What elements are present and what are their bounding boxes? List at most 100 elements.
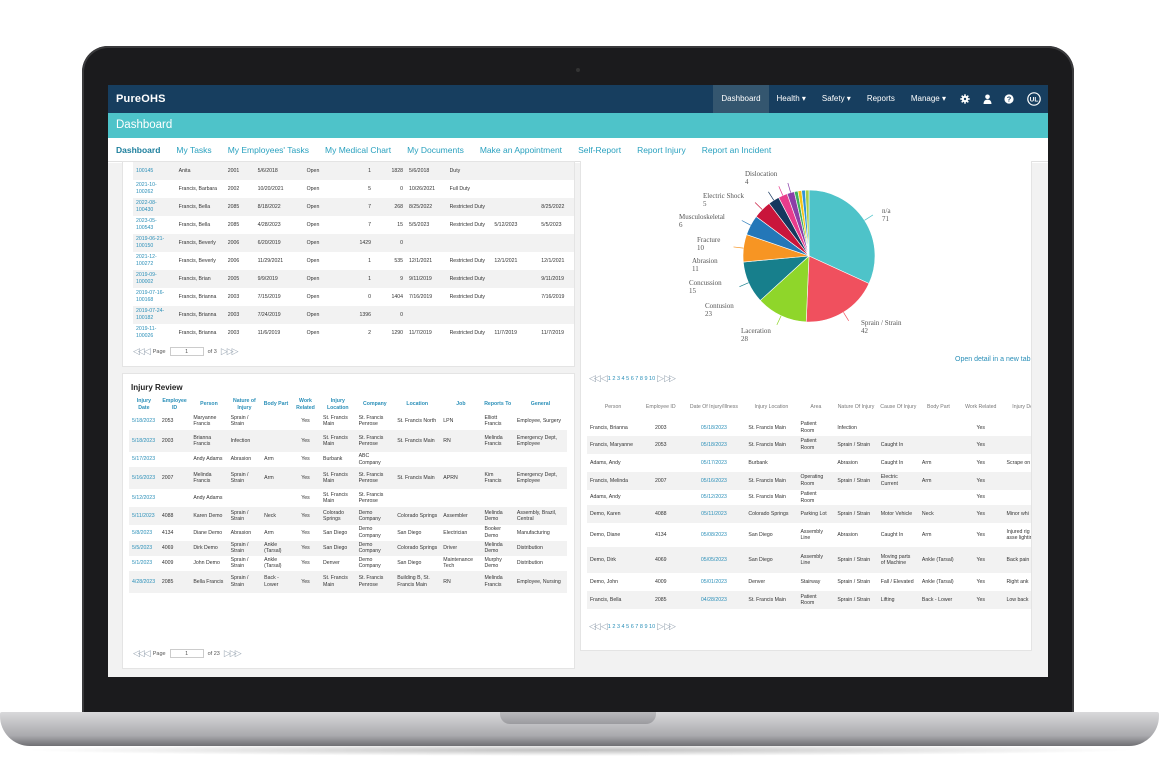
tab-my-employees-tasks[interactable]: My Employees' Tasks — [227, 144, 309, 155]
table-row[interactable]: 2019-06-21-100150 Francis, Beverly 2006 6/2… — [133, 234, 574, 252]
table-row[interactable]: 5/12/2023 Andy Adams Yes St. Francis Main St… — [129, 489, 567, 507]
help-icon[interactable]: ? — [998, 85, 1020, 113]
injury-date-link[interactable]: 05/12/2023 — [700, 494, 727, 501]
injury-date-link[interactable]: 05/18/2023 — [700, 424, 727, 431]
table-row[interactable]: Demo, Karen 4088 05/11/2023 Colorado Spring… — [587, 505, 1031, 524]
case-id-link[interactable]: 2021-10-100262 — [136, 182, 157, 195]
column-header[interactable]: Body Part — [927, 403, 950, 410]
column-header[interactable]: Nature of Injury — [233, 398, 256, 411]
tab-dashboard[interactable]: Dashboard — [116, 144, 161, 155]
column-header[interactable]: Employee ID — [162, 398, 187, 411]
column-header[interactable]: Work Related — [965, 403, 997, 410]
column-header[interactable]: Company — [363, 401, 387, 408]
next-page-icon[interactable]: ▷ — [657, 621, 664, 631]
table-row[interactable]: 2019-07-24-100182 Francis, Brianna 2003 7/2… — [133, 306, 574, 324]
table-row[interactable]: 5/16/2023 2007 Melinda Francis Sprain / Str… — [129, 467, 567, 490]
last-page-icon[interactable]: ▷▷ — [229, 648, 242, 658]
last-page-icon[interactable]: ▷▷ — [664, 373, 676, 383]
page-numbers[interactable]: 1 2 3 4 5 6 7 8 9 10 — [607, 623, 656, 630]
tab-my-medical-chart[interactable]: My Medical Chart — [325, 144, 392, 155]
column-header[interactable]: Employee ID — [645, 403, 676, 410]
injury-date-link[interactable]: 04/28/2023 — [682, 591, 746, 610]
nav-safety[interactable]: Safety ▾ — [821, 94, 851, 103]
prev-page-icon[interactable]: ◁ — [143, 648, 151, 658]
next-page-icon[interactable]: ▷ — [657, 373, 664, 383]
case-id-link[interactable]: 2019-07-16-100168 — [136, 290, 165, 303]
injury-date-link[interactable]: 5/17/2023 — [132, 456, 156, 463]
table-row[interactable]: 5/18/2023 2053 Maryanne Francis Sprain / St… — [129, 412, 567, 430]
case-id-link[interactable]: 100145 — [133, 162, 176, 180]
nav-manage[interactable]: Manage ▾ — [910, 94, 946, 103]
tab-my-documents[interactable]: My Documents — [407, 144, 464, 155]
tab-self-report[interactable]: Self-Report — [578, 144, 622, 155]
page-numbers[interactable]: 1 2 3 4 5 6 7 8 9 10 — [607, 375, 656, 382]
injury-date-link[interactable]: 4/28/2023 — [129, 570, 159, 593]
injury-date-link[interactable]: 5/18/2023 — [129, 430, 159, 453]
nav-reports[interactable]: Reports — [866, 94, 895, 103]
next-page-icon[interactable]: ▷ — [220, 346, 228, 356]
injury-date-link[interactable]: 05/01/2023 — [700, 578, 727, 585]
column-header[interactable]: Injury Date — [136, 398, 151, 411]
tab-report-injury[interactable]: Report Injury — [637, 144, 686, 155]
pie-slice-other-13[interactable] — [804, 189, 810, 257]
table-row[interactable]: 5/1/2023 4009 John Demo Sprain / Strain Ankl… — [129, 556, 567, 571]
injury-date-link[interactable]: 5/1/2023 — [132, 560, 153, 567]
page-input[interactable]: 1 — [169, 347, 204, 356]
table-row[interactable]: 2022-08-100430 Francis, Bella 2085 8/18/202… — [133, 198, 574, 216]
injury-date-link[interactable]: 05/08/2023 — [700, 531, 727, 538]
user-icon[interactable] — [976, 85, 998, 113]
column-header[interactable]: Injury Location — [326, 398, 349, 411]
prev-page-icon[interactable]: ◁ — [143, 346, 151, 356]
table-row[interactable]: Francis, Bella 2085 04/28/2023 St. Francis … — [587, 591, 1031, 610]
injury-date-link[interactable]: 05/18/2023 — [682, 436, 746, 454]
table-row[interactable]: Demo, Diane 4134 05/08/2023 San Diego Assemb… — [587, 523, 1031, 547]
case-id-link[interactable]: 2023-05-100543 — [136, 218, 157, 231]
tab-make-appointment[interactable]: Make an Appointment — [479, 144, 563, 155]
table-row[interactable]: 100145 Anita 2001 5/6/2018 Open 1 1828 5/6/2018… — [133, 162, 574, 180]
case-id-link[interactable]: 2021-12-100272 — [136, 254, 157, 267]
column-header[interactable]: Cause Of Injury — [880, 403, 917, 410]
table-row[interactable]: Francis, Melinda 2007 05/16/2023 St. Franci… — [587, 472, 1031, 490]
injury-date-link[interactable]: 5/12/2023 — [132, 495, 156, 502]
table-row[interactable]: 2021-10-100262 Francis, Barbara 2002 10/20/… — [133, 180, 574, 198]
last-page-icon[interactable]: ▷▷ — [226, 346, 239, 356]
next-page-icon[interactable]: ▷ — [223, 648, 231, 658]
first-page-icon[interactable]: ◁◁ — [589, 621, 601, 631]
table-row[interactable]: 5/17/2023 Andy Adams Abrasion Arm Yes Burbank… — [129, 452, 567, 467]
table-row[interactable]: 5/18/2023 2003 Brianna Francis Infection Yes… — [129, 430, 567, 453]
table-row[interactable]: Francis, Brianna 2003 05/18/2023 St. Franci… — [587, 420, 1031, 436]
case-id-link[interactable]: 2019-09-100002 — [133, 270, 176, 288]
gear-icon[interactable] — [954, 85, 976, 113]
first-page-icon[interactable]: ◁◁ — [133, 648, 145, 658]
column-header[interactable]: Nature Of Injury — [837, 403, 875, 410]
table-row[interactable]: 5/11/2023 4088 Karen Demo Sprain / Strain Ne… — [129, 507, 567, 526]
table-row[interactable]: 2019-11-100026 Francis, Brianna 2003 11/6/2… — [133, 324, 574, 342]
last-page-icon[interactable]: ▷▷ — [664, 621, 676, 631]
table-row[interactable]: Francis, Maryanne 2053 05/18/2023 St. Franc… — [587, 436, 1031, 454]
column-header[interactable]: Work Related — [296, 398, 315, 411]
prev-page-icon[interactable]: ◁ — [600, 621, 608, 631]
injury-date-link[interactable]: 5/16/2023 — [129, 467, 159, 490]
nav-dashboard[interactable]: Dashboard — [713, 85, 769, 113]
tab-report-incident[interactable]: Report an Incident — [701, 144, 772, 155]
injury-date-link[interactable]: 05/17/2023 — [700, 459, 727, 466]
table-row[interactable]: 2019-07-16-100168 Francis, Brianna 2003 7/1… — [133, 288, 574, 306]
column-header[interactable]: Person — [200, 401, 218, 408]
injury-date-link[interactable]: 05/16/2023 — [682, 472, 746, 490]
injury-date-link[interactable]: 05/11/2023 — [682, 505, 746, 524]
ul-logo-icon[interactable]: UL — [1020, 85, 1048, 113]
table-row[interactable]: Adams, Andy 05/12/2023 St. Francis Main Pat… — [587, 490, 1031, 505]
open-detail-link[interactable]: Open detail in a new tab — [955, 356, 1031, 363]
case-id-link[interactable]: 2019-11-100026 — [136, 326, 157, 339]
table-row[interactable]: 4/28/2023 2085 Bella Francis Sprain / Strai… — [129, 570, 567, 593]
column-header[interactable]: Person — [604, 403, 622, 410]
prev-page-icon[interactable]: ◁ — [600, 373, 608, 383]
nav-health[interactable]: Health ▾ — [776, 94, 806, 103]
first-page-icon[interactable]: ◁◁ — [133, 346, 145, 356]
column-header[interactable]: Body Part — [263, 401, 289, 408]
column-header[interactable]: Injury Location — [754, 403, 789, 410]
injury-date-link[interactable]: 5/5/2023 — [129, 540, 159, 556]
table-row[interactable]: Adams, Andy 05/17/2023 Burbank Abrasion Caug… — [587, 454, 1031, 472]
column-header[interactable]: Reports To — [484, 401, 512, 408]
tab-my-tasks[interactable]: My Tasks — [176, 144, 212, 155]
